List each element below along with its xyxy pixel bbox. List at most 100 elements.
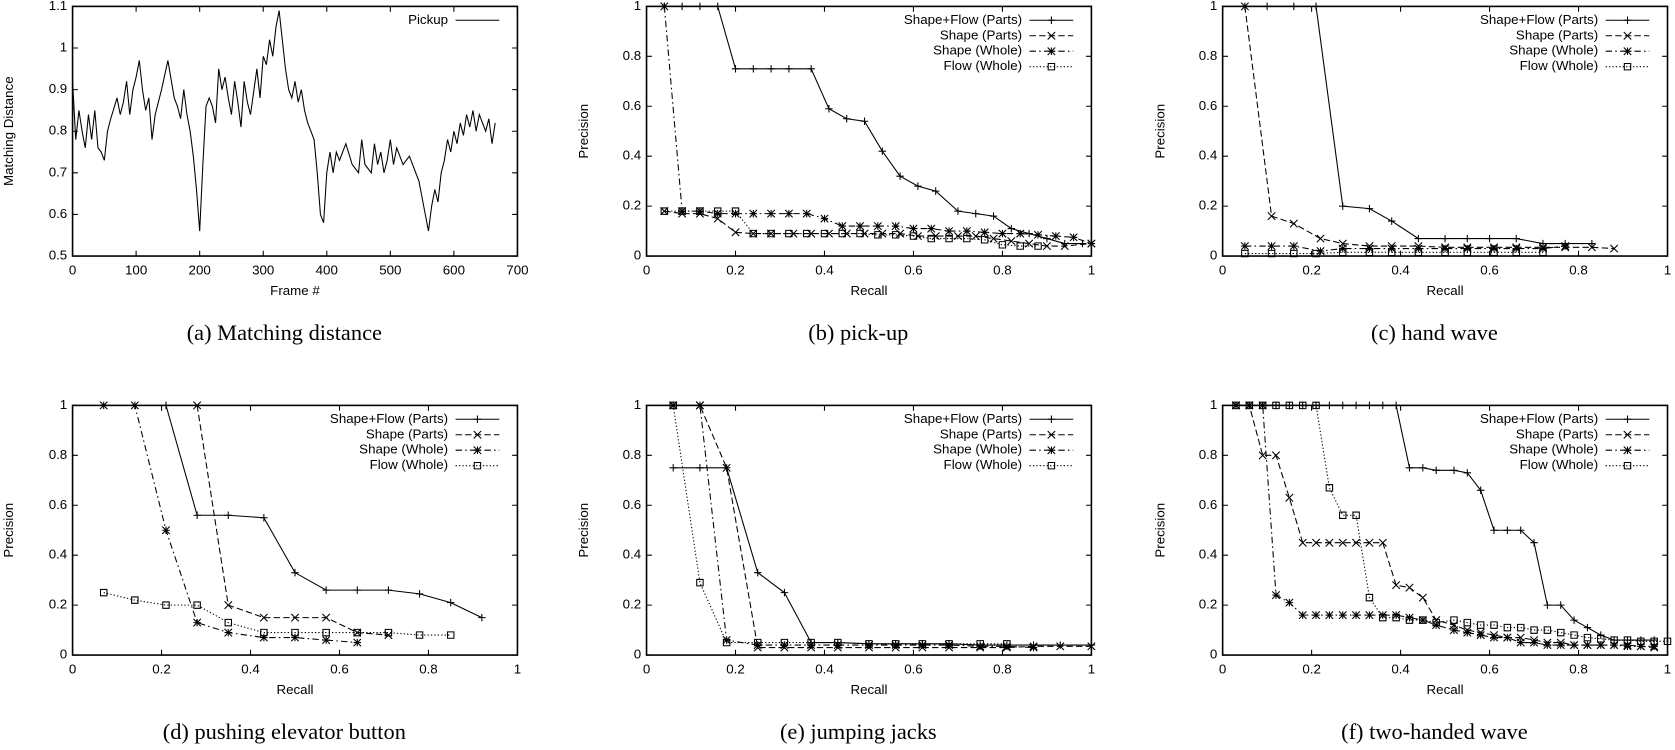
data-point (1650, 642, 1659, 651)
data-point (918, 640, 927, 648)
y-tick-label: 0 (634, 248, 641, 263)
data-point (722, 635, 731, 645)
data-point (260, 514, 268, 522)
data-point (998, 241, 1007, 249)
data-point (1557, 601, 1565, 609)
legend-label: Shape+Flow (Parts) (904, 12, 1022, 27)
data-point (1312, 401, 1320, 410)
data-point (945, 234, 953, 243)
x-tick-label: 0.4 (815, 262, 834, 277)
y-tick-label: 0 (634, 647, 641, 662)
data-point (838, 221, 847, 231)
x-tick-label: 600 (443, 262, 465, 277)
data-point (1476, 621, 1485, 629)
data-point (1298, 610, 1307, 620)
y-tick-label: 0.6 (49, 206, 68, 221)
series-line (1244, 6, 1615, 250)
legend-marker (473, 461, 482, 470)
data-point (1405, 613, 1414, 622)
data-point (989, 234, 998, 243)
data-point (865, 640, 873, 648)
data-point (1570, 616, 1578, 624)
data-point (1610, 636, 1618, 644)
x-tick-label: 1 (1664, 262, 1671, 277)
y-tick-label: 0.6 (1199, 497, 1218, 512)
caption: (d) pushing elevator button (163, 719, 406, 744)
data-point (802, 229, 811, 238)
x-tick-label: 0.2 (152, 662, 171, 677)
data-point (1449, 625, 1459, 635)
x-axis-label: Recall (276, 682, 313, 697)
data-point (1311, 610, 1321, 620)
data-point (1418, 593, 1427, 602)
data-point (1267, 241, 1276, 251)
data-point (1596, 640, 1605, 650)
data-point (1339, 202, 1347, 210)
data-point (913, 231, 923, 241)
y-tick-label: 0.6 (1199, 98, 1218, 113)
data-point (1414, 244, 1423, 253)
legend-label: Flow (Whole) (370, 457, 449, 472)
data-point (1530, 626, 1538, 634)
data-point (1650, 636, 1658, 644)
data-point (1365, 538, 1374, 547)
legend-marker (473, 430, 482, 439)
x-tick-label: 0 (1219, 662, 1226, 677)
data-point (193, 511, 201, 519)
caption: (f) two-handed wave (1341, 719, 1528, 744)
data-point (833, 640, 842, 650)
data-point (891, 221, 900, 231)
data-point (1663, 637, 1672, 646)
y-axis-label: Precision (576, 503, 591, 558)
data-point (1316, 234, 1325, 243)
data-point (767, 229, 775, 238)
y-tick-label: 0.8 (1199, 447, 1218, 462)
data-point (749, 209, 758, 218)
data-point (927, 234, 935, 243)
y-tick-label: 0.8 (623, 447, 642, 462)
data-point (838, 229, 847, 238)
legend-marker (1623, 461, 1632, 470)
x-tick-label: 0.8 (419, 662, 438, 677)
data-point (1405, 616, 1414, 624)
data-point (1338, 610, 1347, 620)
x-axis-label: Frame # (270, 283, 320, 298)
x-tick-label: 0 (69, 662, 76, 677)
data-point (767, 65, 775, 73)
data-point (1516, 623, 1525, 632)
x-tick-label: 0.8 (993, 262, 1012, 277)
data-point (1316, 246, 1325, 256)
data-point (780, 588, 789, 597)
y-tick-label: 0.4 (623, 547, 642, 562)
data-point (291, 628, 299, 637)
data-point (1432, 618, 1440, 627)
data-point (1285, 493, 1294, 502)
x-axis-label: Recall (1427, 283, 1464, 298)
series-line (103, 592, 451, 636)
data-point (731, 209, 740, 218)
data-point (1463, 469, 1472, 477)
data-point (1007, 224, 1016, 233)
data-point (1405, 464, 1414, 472)
data-point (1029, 643, 1038, 652)
y-tick-label: 0.9 (49, 81, 68, 96)
x-tick-label: 0.4 (1391, 662, 1410, 677)
series-line (1244, 251, 1543, 255)
chart: 0 0.2 0.4 0.6 0.8 1 0 0.2 0.4 0.6 0.8 1 Recall Precis… (1152, 0, 1671, 345)
y-tick-label: 0.4 (623, 148, 642, 163)
chart: 0 0.2 0.4 0.6 0.8 1 0 0.2 0.4 0.6 0.8 1 Recall Precis… (1, 397, 521, 744)
legend-marker (1623, 430, 1632, 439)
data-point (874, 231, 882, 239)
x-tick-label: 200 (189, 262, 211, 277)
data-point (1597, 631, 1605, 639)
data-point (1365, 204, 1374, 213)
data-point (785, 229, 793, 238)
data-point (1512, 234, 1520, 243)
caption: (c) hand wave (1371, 320, 1498, 345)
data-point (998, 229, 1007, 238)
data-point (855, 221, 865, 231)
data-point (1232, 401, 1240, 410)
data-point (731, 228, 740, 237)
data-point (891, 640, 900, 650)
data-point (478, 613, 486, 622)
